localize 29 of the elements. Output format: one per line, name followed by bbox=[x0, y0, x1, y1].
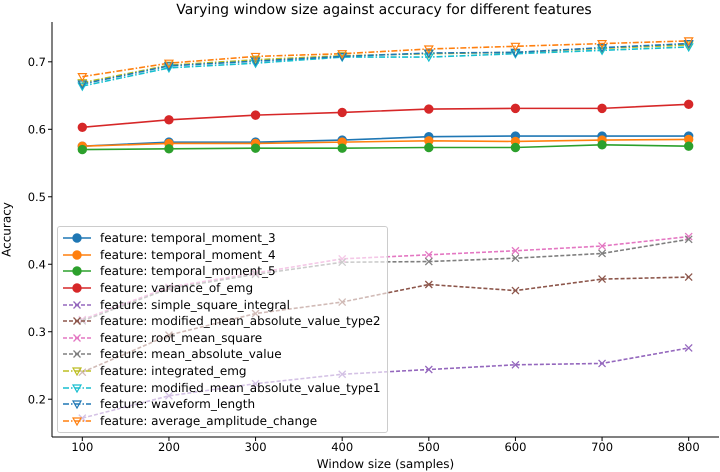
x-tick-label: 100 bbox=[71, 440, 94, 454]
chart-title: Varying window size against accuracy for different features bbox=[175, 2, 593, 18]
legend-label: feature: root_mean_square bbox=[100, 330, 262, 345]
legend-label: feature: variance_of_emg bbox=[100, 280, 254, 295]
x-tick-label: 300 bbox=[244, 440, 267, 454]
x-tick-label: 600 bbox=[504, 440, 526, 454]
x-tick-label: 700 bbox=[591, 440, 614, 454]
x-tick-label: 200 bbox=[158, 440, 180, 454]
legend-label: feature: simple_square_integral bbox=[100, 298, 290, 312]
y-tick-label: 0.7 bbox=[28, 54, 46, 69]
y-tick-label: 0.2 bbox=[28, 392, 46, 406]
y-tick-label: 0.3 bbox=[28, 324, 46, 339]
legend-label: feature: temporal_moment_4 bbox=[100, 248, 276, 262]
legend-label: feature: temporal_moment_3 bbox=[100, 231, 276, 246]
x-tick-label: 800 bbox=[678, 440, 700, 454]
legend-label: feature: average_amplitude_change bbox=[100, 414, 318, 428]
y-tick-label: 0.6 bbox=[28, 122, 46, 136]
legend-label: feature: waveform_length bbox=[100, 397, 256, 412]
legend-label: feature: mean_absolute_value bbox=[100, 347, 282, 362]
legend-label: feature: modified_mean_absolute_value_type1 bbox=[100, 380, 381, 395]
y-tick-label: 0.5 bbox=[28, 190, 46, 204]
legend-label: feature: temporal_moment_5 bbox=[100, 264, 276, 278]
legend-label: feature: integrated_emg bbox=[100, 364, 247, 378]
x-tick-label: 500 bbox=[418, 440, 440, 454]
y-axis-title: Accuracy bbox=[0, 202, 14, 257]
x-axis-title: Window size (samples) bbox=[316, 457, 454, 471]
y-tick-label: 0.4 bbox=[28, 257, 46, 272]
x-tick-label: 400 bbox=[331, 440, 354, 454]
legend-label: feature: modified_mean_absolute_value_type2 bbox=[100, 314, 381, 328]
